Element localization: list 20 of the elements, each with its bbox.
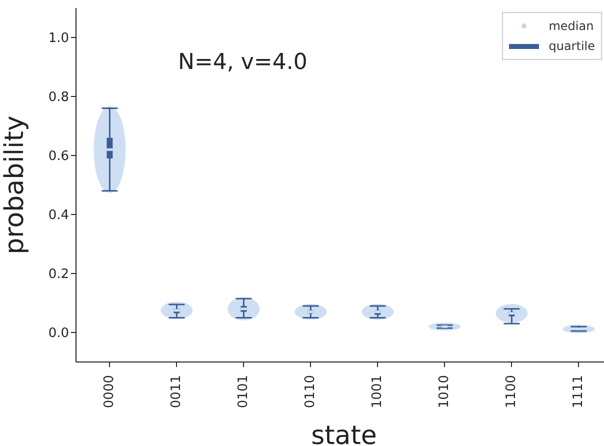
x-tick-label: 0000 (102, 375, 117, 408)
y-tick-label: 0.2 (48, 267, 69, 282)
x-tick-label: 1100 (504, 375, 519, 408)
y-tick-label: 0.4 (48, 208, 69, 224)
y-tick-label: 0.0 (48, 326, 69, 342)
annotation: median (548, 19, 594, 33)
x-tick-label: 0101 (236, 375, 251, 408)
x-axis-title: state (311, 421, 377, 446)
y-tick-label: 1.0 (48, 31, 69, 46)
x-tick-label: 1010 (437, 375, 452, 408)
x-tick-label: 1001 (370, 375, 385, 408)
annotation: N=4, v=4.0 (178, 50, 308, 75)
x-tick-label: 0110 (303, 375, 318, 408)
y-axis-title: probability (0, 116, 30, 254)
annotation: quartile (548, 39, 595, 53)
x-tick-label: 1111 (571, 375, 586, 408)
y-tick-label: 0.8 (48, 90, 69, 106)
legend-box: median quartile (502, 12, 602, 60)
y-tick-label: 0.6 (48, 149, 69, 164)
x-tick-label: 0011 (169, 375, 184, 408)
